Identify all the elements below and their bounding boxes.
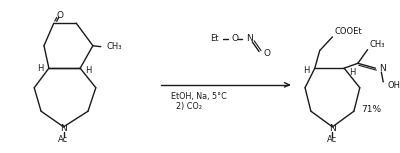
Text: 71%: 71% — [361, 105, 381, 114]
Text: Et: Et — [210, 34, 219, 43]
Text: COOEt: COOEt — [334, 26, 362, 35]
Text: H: H — [85, 66, 91, 75]
Text: OH: OH — [387, 81, 400, 90]
Text: N: N — [246, 34, 253, 43]
Text: H: H — [37, 64, 43, 73]
Text: O: O — [263, 49, 270, 58]
Text: H: H — [349, 68, 355, 77]
Text: EtOH, Na, 5°C: EtOH, Na, 5°C — [171, 92, 227, 101]
Text: O: O — [232, 34, 239, 43]
Text: 2) CO₂: 2) CO₂ — [176, 102, 202, 111]
Text: N: N — [60, 124, 67, 133]
Text: N: N — [329, 124, 336, 133]
Text: H: H — [303, 66, 309, 75]
Text: N: N — [379, 64, 386, 73]
Text: Ac: Ac — [327, 135, 338, 144]
Text: CH₃: CH₃ — [106, 42, 122, 51]
Text: CH₃: CH₃ — [370, 40, 385, 49]
Text: O: O — [56, 11, 63, 20]
Text: Ac: Ac — [58, 135, 69, 144]
